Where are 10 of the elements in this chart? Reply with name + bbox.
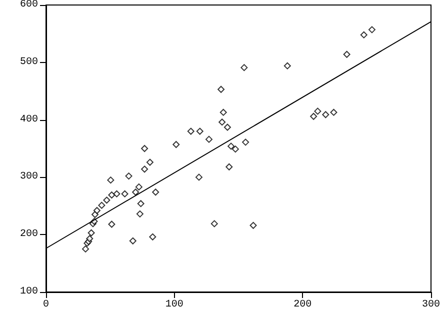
y-tick-label: 100 — [20, 286, 38, 298]
y-tick-label: 600 — [20, 0, 38, 10]
x-tick-label: 300 — [422, 300, 440, 310]
y-tick-label: 500 — [20, 56, 38, 68]
y-tick-label: 400 — [20, 114, 38, 126]
x-tick-label: 100 — [165, 300, 184, 310]
x-tick-label: 0 — [42, 300, 50, 310]
y-tick-label: 300 — [20, 172, 38, 183]
x-tick-label: 200 — [294, 300, 312, 310]
y-tick-label: 200 — [20, 229, 38, 240]
